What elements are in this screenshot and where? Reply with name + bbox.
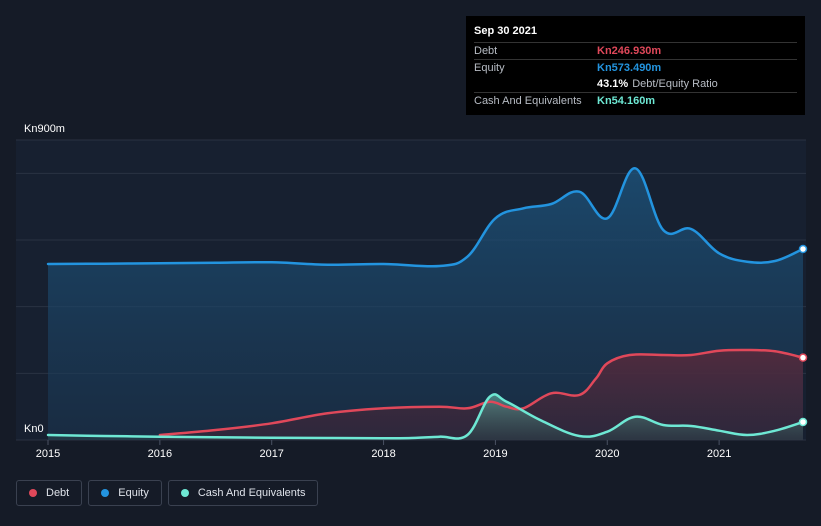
legend-label-debt: Debt [46, 487, 70, 499]
tooltip-row-cash: Cash And Equivalents Kn54.160m [474, 92, 797, 109]
y-axis-min-label: Kn0 [24, 423, 44, 435]
chart-legend: Debt Equity Cash And Equivalents [16, 480, 319, 506]
legend-dot-icon [29, 489, 37, 497]
series-end-markers [798, 244, 808, 427]
tooltip-cash-label: Cash And Equivalents [474, 95, 582, 107]
legend-item-equity[interactable]: Equity [88, 480, 162, 506]
y-axis-max-label: Kn900m [24, 123, 65, 135]
cash-and-equivalents-end-marker [798, 417, 808, 427]
cash-and-equivalents-line [46, 393, 805, 440]
tooltip-ratio-value: 43.1% [597, 78, 629, 90]
debt-end-marker [798, 353, 808, 362]
tooltip-date: Sep 30 2021 [474, 25, 537, 37]
x-tick-label: 2020 [595, 448, 619, 460]
legend-dot-icon [101, 489, 110, 497]
x-tick-label: 2015 [36, 448, 60, 460]
tooltip-row-ratio: 43.1% Debt/Equity Ratio [474, 76, 797, 92]
tooltip-debt-value: Kn246.930m [597, 45, 662, 57]
tooltip-ratio-label: Debt/Equity Ratio [632, 78, 718, 90]
legend-dot-icon [180, 489, 189, 497]
x-tick-label: 2019 [483, 448, 507, 460]
x-tick-label: 2018 [371, 448, 395, 460]
legend-item-debt[interactable]: Debt [16, 480, 83, 506]
legend-label-equity: Equity [118, 487, 149, 499]
equity-end-marker [798, 244, 808, 254]
x-axis-ticks: 2015 2016 2017 2018 2019 2020 2021 [36, 440, 731, 460]
legend-item-cash[interactable]: Cash And Equivalents [167, 480, 319, 506]
tooltip-equity-label: Equity [474, 62, 505, 74]
tooltip-row-debt: Debt Kn246.930m [474, 42, 797, 59]
tooltip-equity-value: Kn573.490m [597, 62, 662, 74]
x-tick-label: 2017 [259, 448, 283, 460]
tooltip-row-equity: Equity Kn573.490m [474, 59, 797, 76]
series-lines [46, 167, 805, 440]
x-tick-label: 2021 [707, 448, 731, 460]
legend-label-cash: Cash And Equivalents [197, 487, 306, 499]
equity-line [46, 167, 805, 268]
x-tick-label: 2016 [148, 448, 172, 460]
tooltip-debt-label: Debt [474, 45, 498, 57]
data-tooltip: Sep 30 2021 Debt Kn246.930m Equity Kn573… [466, 16, 805, 115]
debt-line [158, 348, 805, 437]
tooltip-cash-value: Kn54.160m [597, 95, 656, 107]
